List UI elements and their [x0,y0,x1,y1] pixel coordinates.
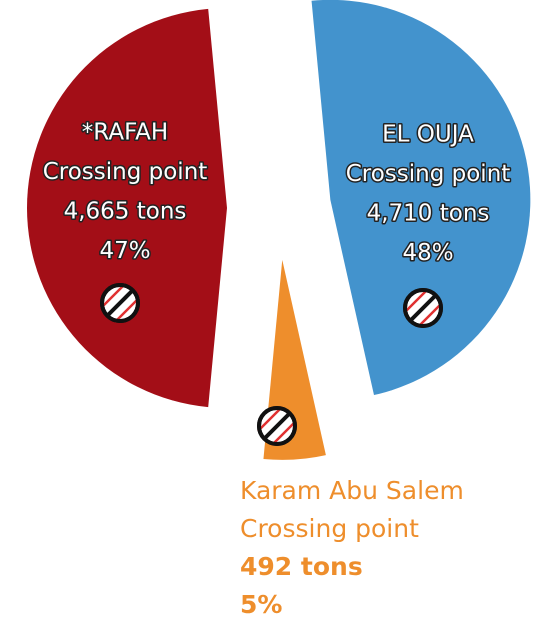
slice-subtitle: Crossing point [240,514,419,543]
no-entry-icon [403,288,443,328]
slices [26,0,531,460]
icon-stripe [100,283,126,309]
pie-slice [311,0,531,396]
icon-ring [403,288,443,328]
slice-percent: 48% [402,240,453,266]
icon-bar [105,288,135,318]
icon-bar [408,293,438,323]
slice-name: EL OUJA [382,122,474,148]
pie-slice [26,8,228,408]
icon-bar [262,411,292,441]
icons [100,283,443,446]
icon-stripe [114,297,140,323]
slice-name: Karam Abu Salem [240,476,464,505]
slice-percent: 47% [99,238,150,264]
no-entry-icon [257,406,297,446]
icon-ring [257,406,297,446]
slice-tons: 492 tons [240,552,363,581]
icon-stripe [257,406,283,432]
slice-tons: 4,710 tons [367,201,490,227]
labels: *RAFAH Crossing point 4,665 tons 47% EL OUJA… [41,118,512,619]
icon-ring [100,283,140,323]
icon-stripe [417,302,443,328]
no-entry-icon [100,283,140,323]
icon-stripe [271,420,297,446]
slice-percent: 5% [240,590,282,619]
slice-subtitle: Crossing point [346,161,511,187]
slice-name: *RAFAH [82,120,168,146]
slice-tons: 4,665 tons [64,199,187,225]
icon-stripe [403,288,429,314]
slice-subtitle: Crossing point [43,159,208,185]
